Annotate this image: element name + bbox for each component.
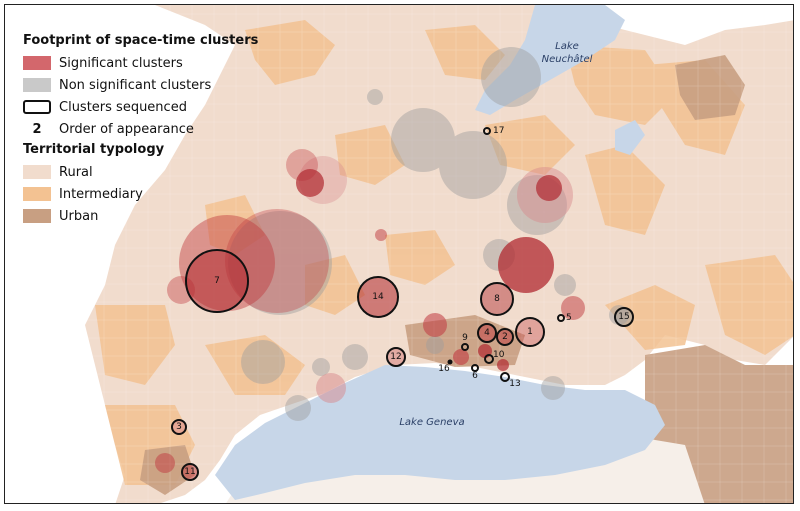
sig-cluster bbox=[316, 373, 346, 403]
sig-cluster bbox=[561, 296, 585, 320]
nonsig-cluster bbox=[367, 89, 383, 105]
legend-item-non-significant: Non significant clusters bbox=[23, 74, 273, 96]
order-number-sample: 2 bbox=[32, 121, 42, 137]
cluster-label-14: 14 bbox=[372, 292, 384, 302]
nonsig-cluster bbox=[481, 47, 541, 107]
nonsig-cluster bbox=[439, 131, 507, 199]
sig-cluster bbox=[155, 453, 175, 473]
seq-cluster-17 bbox=[483, 127, 491, 135]
seq-cluster-5 bbox=[557, 314, 565, 322]
legend-typology-title: Territorial typology bbox=[23, 142, 165, 157]
sig-cluster bbox=[375, 229, 387, 241]
lake-geneva-label: Lake Geneva bbox=[399, 417, 464, 428]
non-significant-swatch bbox=[23, 78, 51, 92]
cluster-label-6: 6 bbox=[472, 371, 478, 381]
cluster-label-11: 11 bbox=[184, 467, 195, 477]
cluster-label-7: 7 bbox=[214, 276, 220, 286]
sig-cluster bbox=[453, 349, 469, 365]
nonsig-cluster bbox=[554, 274, 576, 296]
nonsig-cluster bbox=[541, 376, 565, 400]
cluster-label-9: 9 bbox=[462, 333, 468, 343]
legend-item-significant: Significant clusters bbox=[23, 52, 273, 74]
nonsig-cluster bbox=[426, 336, 444, 354]
cluster-label-10: 10 bbox=[493, 350, 505, 360]
cluster-label-15: 15 bbox=[618, 312, 629, 322]
cluster-label-1: 1 bbox=[527, 327, 533, 337]
seq-cluster-14 bbox=[357, 276, 399, 318]
cluster-label-17: 17 bbox=[493, 126, 504, 136]
lake-neuchatel bbox=[475, 5, 625, 115]
cluster-label-8: 8 bbox=[494, 294, 500, 304]
legend-label-intermediary: Intermediary bbox=[59, 186, 143, 202]
sig-cluster bbox=[296, 169, 324, 197]
sig-cluster bbox=[498, 237, 554, 293]
seq-cluster-8 bbox=[480, 282, 514, 316]
map-frame: Lake Neuchâtel Lake Geneva bbox=[4, 4, 794, 504]
cluster-label-12: 12 bbox=[390, 352, 401, 362]
sig-cluster bbox=[423, 313, 447, 337]
lake-neuchatel-label-2: Neuchâtel bbox=[542, 53, 593, 65]
legend-label-non-significant: Non significant clusters bbox=[59, 77, 212, 93]
legend-clusters-title: Footprint of space-time clusters bbox=[23, 33, 259, 48]
nonsig-cluster bbox=[241, 340, 285, 384]
seq-cluster-13 bbox=[500, 372, 510, 382]
legend-item-intermediary: Intermediary bbox=[23, 183, 273, 205]
legend-item-rural: Rural bbox=[23, 161, 273, 183]
legend-label-significant: Significant clusters bbox=[59, 55, 183, 71]
sig-cluster bbox=[225, 209, 329, 313]
lake-neuchatel-label-1: Lake bbox=[555, 41, 579, 52]
legend-label-urban: Urban bbox=[59, 208, 99, 224]
nonsig-cluster bbox=[342, 344, 368, 370]
cluster-label-3: 3 bbox=[176, 422, 182, 432]
urban-swatch bbox=[23, 209, 51, 223]
map-legend: Footprint of space-time clusters Signifi… bbox=[23, 33, 273, 227]
seq-cluster-15 bbox=[614, 307, 634, 327]
intermediary-swatch bbox=[23, 187, 51, 201]
seq-cluster-3 bbox=[171, 419, 187, 435]
sequenced-swatch bbox=[23, 100, 51, 114]
cluster-label-16: 16 bbox=[438, 364, 450, 374]
legend-item-urban: Urban bbox=[23, 205, 273, 227]
lake-morat bbox=[615, 120, 645, 155]
legend-label-rural: Rural bbox=[59, 164, 93, 180]
nonsig-cluster bbox=[391, 108, 455, 172]
sig-cluster bbox=[497, 359, 509, 371]
map-canvas: Lake Neuchâtel Lake Geneva bbox=[5, 5, 793, 503]
non-significant-clusters bbox=[228, 47, 629, 421]
cluster-label-2: 2 bbox=[502, 332, 508, 342]
nonsig-cluster bbox=[228, 211, 332, 315]
sig-cluster bbox=[536, 175, 562, 201]
legend-item-sequenced: Clusters sequenced bbox=[23, 96, 273, 118]
seq-cluster-9 bbox=[461, 343, 469, 351]
seq-cluster-16-dot bbox=[447, 359, 453, 365]
cluster-label-4: 4 bbox=[484, 328, 490, 338]
sequenced-clusters bbox=[171, 127, 634, 481]
nonsig-cluster bbox=[312, 358, 330, 376]
seq-cluster-10 bbox=[484, 354, 494, 364]
seq-cluster-11 bbox=[181, 463, 199, 481]
cluster-label-5: 5 bbox=[566, 313, 572, 323]
legend-label-order: Order of appearance bbox=[59, 121, 194, 137]
seq-cluster-12 bbox=[386, 347, 406, 367]
significant-swatch bbox=[23, 56, 51, 70]
legend-label-sequenced: Clusters sequenced bbox=[59, 99, 187, 115]
nonsig-cluster bbox=[285, 395, 311, 421]
cluster-label-13: 13 bbox=[509, 379, 520, 389]
seq-cluster-1 bbox=[515, 317, 545, 347]
seq-cluster-4 bbox=[477, 323, 497, 343]
rural-swatch bbox=[23, 165, 51, 179]
legend-item-order: 2 Order of appearance bbox=[23, 118, 273, 140]
seq-cluster-2 bbox=[496, 328, 514, 346]
seq-cluster-6 bbox=[471, 364, 479, 372]
seq-cluster-7 bbox=[185, 249, 249, 313]
